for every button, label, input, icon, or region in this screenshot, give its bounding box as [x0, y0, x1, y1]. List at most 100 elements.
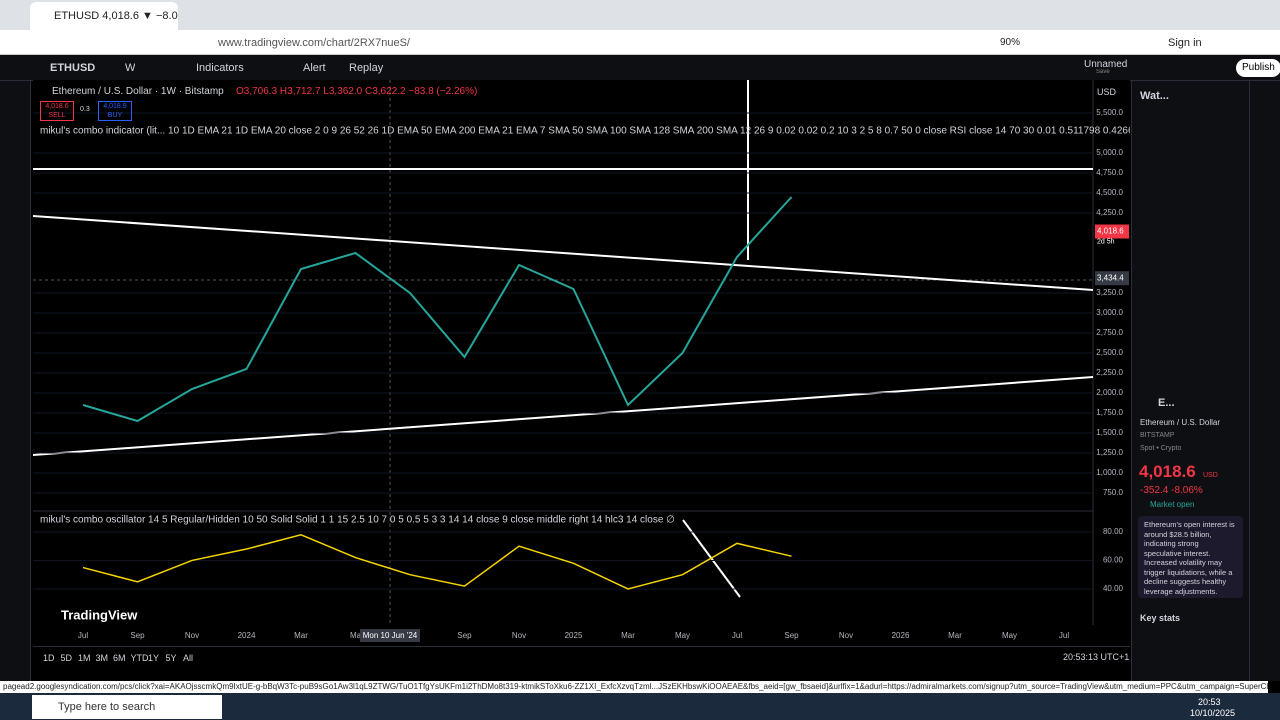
side-toolbar	[1249, 81, 1280, 681]
crosshair-price-bg	[1095, 271, 1129, 286]
sign-in[interactable]: Sign in	[1168, 37, 1202, 49]
currency[interactable]: USD	[1097, 87, 1117, 97]
y-tick-label: 4,750.0	[1096, 168, 1123, 177]
details-short: E...	[1158, 397, 1175, 409]
y-tick-label: 2,500.0	[1096, 348, 1123, 357]
last-price-bg	[1095, 224, 1129, 239]
watermark: TradingView	[61, 607, 138, 622]
x-tick-label: Jul	[732, 631, 742, 640]
last-price: 4,018.6	[1097, 227, 1124, 236]
tray-date: 10/10/2025	[1190, 708, 1236, 718]
status-url: pagead2.googlesyndication.com/pcs/click?…	[0, 681, 1268, 693]
details-exchange: BITSTAMP	[1140, 432, 1175, 439]
x-tick-label: Sep	[784, 631, 799, 640]
x-tick-label: May	[1002, 631, 1017, 640]
market-status: Market open	[1150, 500, 1195, 509]
y-tick-label: 2,000.0	[1096, 388, 1123, 397]
layout-name[interactable]: Unnamed	[1084, 59, 1128, 70]
details-name: Ethereum / U.S. Dollar	[1140, 418, 1221, 427]
save[interactable]: Save	[1096, 69, 1110, 75]
url[interactable]: www.tradingview.com/chart/2RX7nueS/	[218, 37, 410, 49]
clock: 20:53:13 UTC+1	[1063, 652, 1130, 662]
y-tick-label: 1,750.0	[1096, 408, 1123, 417]
timeframe[interactable]: 1Y	[148, 653, 160, 663]
news-card[interactable]: Ethereum's open interest is around $28.5…	[1138, 516, 1243, 598]
y-tick-label: 3,000.0	[1096, 308, 1123, 317]
y-tick-label: 750.0	[1103, 488, 1124, 497]
y-tick-label: 3,250.0	[1096, 288, 1123, 297]
y-tick-label: 4,250.0	[1096, 208, 1123, 217]
details-price: 4,018.6	[1139, 462, 1196, 481]
zoom[interactable]: 90%	[1000, 37, 1021, 48]
y-tick-label: 60.00	[1103, 556, 1124, 565]
trendline	[33, 376, 1094, 456]
details-currency: USD	[1203, 472, 1218, 479]
tab[interactable]: ETHUSD 4,018.6 ▼ −8.06% Unn	[30, 2, 178, 30]
buy-label: BUY	[107, 112, 123, 119]
crosshair-date: Mon 10 Jun '24	[363, 631, 418, 640]
y-tick-label: 80.00	[1103, 527, 1124, 536]
y-tick-label: 2,750.0	[1096, 328, 1123, 337]
y-tick-label: 40.00	[1103, 584, 1124, 593]
symbol[interactable]: ETHUSD	[50, 62, 96, 74]
x-tick-label: Sep	[457, 631, 472, 640]
series-line	[82, 534, 792, 590]
alert[interactable]: Alert	[303, 62, 326, 74]
timeframe[interactable]: 6M	[113, 653, 126, 663]
x-tick-label: 2024	[238, 631, 256, 640]
indicator-legend: mikul's combo indicator (lit... 10 1D EM…	[40, 126, 1130, 137]
timeframe[interactable]: YTD	[130, 653, 149, 663]
details-change: -352.4 -8.06%	[1140, 485, 1203, 496]
y-tick-label: 1,000.0	[1096, 468, 1123, 477]
indicators[interactable]: Indicators	[196, 62, 244, 74]
x-tick-label: Jul	[78, 631, 88, 640]
x-tick-label: Ma	[350, 631, 362, 640]
stats-title: Key stats	[1140, 613, 1181, 623]
chart: mikul's combo indicator (lit... 10 1D EM…	[33, 80, 1130, 645]
sell-price: 4,018.6	[45, 103, 69, 110]
sell-button[interactable]: 4,018.6 SELL	[40, 101, 74, 121]
timeframe[interactable]: 5D	[60, 653, 73, 663]
buy-price: 4,018.9	[103, 103, 127, 110]
watchlist-title[interactable]: Wat...	[1140, 90, 1169, 102]
buy-button[interactable]: 4,018.9 BUY	[98, 101, 132, 121]
y-tick-label: 4,500.0	[1096, 188, 1123, 197]
x-tick-label: Nov	[185, 631, 199, 640]
address-bar	[0, 30, 1280, 55]
y-tick-label: 2,250.0	[1096, 368, 1123, 377]
timeframe-bar: 1D 5D 1M 3M 6M YTD 1Y 5Y All	[33, 646, 1130, 668]
sell-label: SELL	[48, 112, 66, 119]
y-tick-label: 5,000.0	[1096, 148, 1123, 157]
publish[interactable]: Publish	[1236, 59, 1280, 77]
details-kind: Spot • Crypto	[1140, 445, 1182, 452]
interval[interactable]: W	[125, 62, 136, 74]
x-tick-label: Sep	[130, 631, 145, 640]
series-line	[82, 196, 793, 423]
y-tick-label: 1,500.0	[1096, 428, 1123, 437]
oscillator-legend: mikul's combo oscillator 14 5 Regular/Hi…	[40, 515, 675, 526]
x-tick-label: Mar	[294, 631, 308, 640]
replay[interactable]: Replay	[349, 62, 384, 74]
x-tick-label: Mar	[948, 631, 962, 640]
y-tick-label: 5,500.0	[1096, 108, 1123, 117]
timeframe[interactable]: All	[183, 653, 194, 663]
y-tick-label: 1,250.0	[1096, 448, 1123, 457]
timeframe[interactable]: 3M	[95, 653, 109, 663]
tray-time: 20:53	[1198, 697, 1221, 707]
timeframe[interactable]: 1D	[43, 653, 55, 663]
x-tick-label: Nov	[512, 631, 526, 640]
x-tick-label: 2026	[892, 631, 910, 640]
tab-strip	[0, 0, 1280, 30]
timeframe[interactable]: 5Y	[165, 653, 177, 663]
x-tick-label: Jul	[1059, 631, 1069, 640]
x-tick-label: 2025	[565, 631, 583, 640]
crosshair-price: 3,434.4	[1097, 273, 1124, 282]
x-tick-label: May	[675, 631, 690, 640]
x-tick-label: Mar	[621, 631, 635, 640]
symbol-title: Ethereum / U.S. Dollar · 1W · Bitstamp	[52, 86, 224, 97]
timeframe[interactable]: 1M	[78, 653, 91, 663]
search-box[interactable]: Type here to search	[32, 695, 222, 719]
ohlc: O3,706.3 H3,712.7 L3,362.0 C3,622.2 −83.…	[236, 86, 478, 97]
x-tick-label: Nov	[839, 631, 853, 640]
